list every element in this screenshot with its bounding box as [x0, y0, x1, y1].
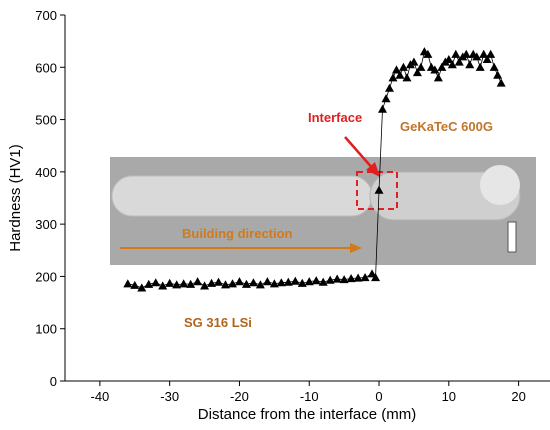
annotation: Building direction: [182, 226, 293, 241]
data-point: [360, 272, 370, 282]
bead-left: [111, 175, 373, 217]
data-point: [346, 274, 356, 283]
x-tick-label: -10: [300, 389, 319, 404]
data-point: [489, 62, 499, 71]
x-tick-label: 10: [442, 389, 456, 404]
data-point: [179, 279, 189, 288]
data-point: [493, 70, 503, 79]
data-point: [381, 94, 391, 103]
interface-arrowhead: [366, 162, 380, 177]
data-point: [444, 54, 454, 64]
data-point: [371, 272, 381, 282]
data-point: [283, 277, 293, 286]
data-point: [482, 54, 492, 64]
data-point: [388, 73, 398, 82]
data-point: [409, 57, 419, 66]
x-axis-label: Distance from the interface (mm): [198, 406, 416, 423]
x-tick-label: 0: [375, 389, 382, 404]
annotation: SG 316 LSi: [184, 315, 252, 330]
data-point: [241, 279, 251, 288]
data-point: [472, 52, 482, 61]
y-tick-label: 200: [35, 269, 57, 284]
data-point: [423, 49, 433, 58]
scale-bar: [507, 221, 517, 253]
data-point: [496, 78, 506, 87]
data-point: [374, 185, 384, 194]
y-tick-label: 700: [35, 8, 57, 23]
bead-end: [480, 165, 520, 205]
data-point: [475, 62, 485, 71]
x-tick-label: 20: [511, 389, 525, 404]
data-point: [165, 278, 175, 287]
data-point: [451, 49, 461, 58]
data-point: [461, 49, 471, 58]
building-arrowhead: [350, 243, 362, 253]
y-tick-label: 500: [35, 113, 57, 128]
x-tick-label: -30: [160, 389, 179, 404]
data-point: [276, 278, 286, 287]
data-point: [200, 281, 210, 290]
y-tick-label: 0: [50, 374, 57, 389]
data-point: [384, 83, 394, 92]
data-point: [325, 275, 335, 284]
data-point: [297, 278, 307, 287]
data-point: [214, 277, 224, 286]
data-point: [353, 273, 363, 282]
data-point: [311, 276, 321, 285]
data-point: [391, 65, 401, 74]
data-point: [339, 275, 349, 284]
data-point: [130, 280, 140, 289]
data-point: [144, 279, 154, 288]
data-point: [269, 279, 279, 288]
data-point: [262, 277, 272, 286]
data-point: [172, 280, 182, 289]
data-point: [412, 68, 422, 77]
data-point: [430, 65, 440, 74]
data-point: [486, 49, 496, 58]
data-point: [465, 60, 475, 69]
data-point: [221, 280, 231, 289]
y-tick-label: 300: [35, 217, 57, 232]
annotation: GeKaTeC 600G: [400, 119, 493, 134]
y-axis-label: Hardness (HV1): [7, 144, 24, 252]
data-point: [433, 73, 443, 82]
y-tick-label: 100: [35, 322, 57, 337]
data-point: [437, 62, 447, 71]
data-point: [416, 62, 426, 71]
data-point: [158, 281, 168, 290]
data-point: [447, 60, 457, 69]
data-point: [123, 279, 133, 288]
data-point: [332, 274, 342, 283]
data-point: [227, 279, 237, 288]
data-point: [454, 57, 464, 66]
data-point: [137, 283, 147, 292]
data-point: [378, 104, 388, 113]
data-point: [151, 278, 161, 287]
y-tick-label: 600: [35, 60, 57, 75]
data-point: [255, 280, 265, 289]
data-point: [398, 62, 408, 71]
annotation: Interface: [308, 110, 362, 125]
data-point: [207, 278, 217, 287]
y-tick-label: 400: [35, 165, 57, 180]
data-point: [304, 277, 314, 286]
data-point: [395, 70, 405, 79]
x-tick-label: -20: [230, 389, 249, 404]
data-point: [186, 279, 196, 288]
data-point: [248, 278, 258, 287]
interface-arrow: [344, 136, 375, 171]
data-point: [402, 73, 412, 82]
data-point: [479, 49, 489, 58]
data-point: [318, 277, 328, 286]
data-point: [193, 277, 203, 286]
data-point: [234, 277, 244, 286]
data-point: [290, 276, 300, 285]
x-tick-label: -40: [90, 389, 109, 404]
